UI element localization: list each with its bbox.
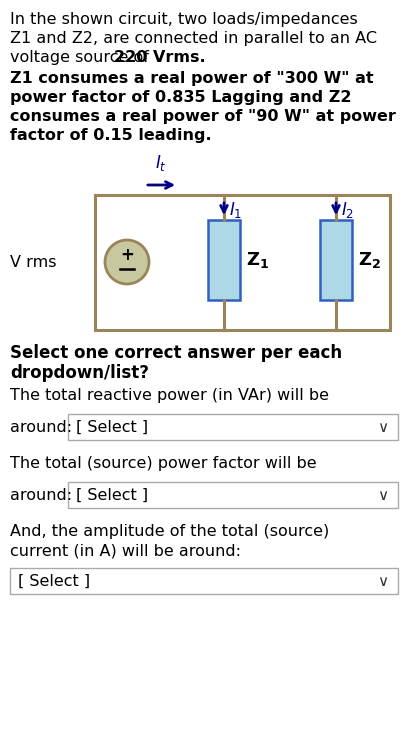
Text: 220 Vrms.: 220 Vrms. bbox=[114, 50, 205, 65]
Text: dropdown/list?: dropdown/list? bbox=[10, 364, 149, 382]
Text: [ Select ]: [ Select ] bbox=[18, 574, 90, 589]
Text: $I_1$: $I_1$ bbox=[229, 200, 242, 220]
Text: factor of 0.15 leading.: factor of 0.15 leading. bbox=[10, 128, 212, 143]
Text: around:: around: bbox=[10, 488, 72, 503]
Text: V rms: V rms bbox=[10, 254, 57, 269]
Bar bbox=[95, 195, 390, 330]
Bar bbox=[320, 220, 352, 300]
Text: voltage source of: voltage source of bbox=[10, 50, 154, 65]
Bar bbox=[68, 482, 398, 508]
Text: $\mathbf{Z_1}$: $\mathbf{Z_1}$ bbox=[246, 250, 269, 270]
Text: $I_2$: $I_2$ bbox=[341, 200, 354, 220]
Text: around:: around: bbox=[10, 420, 72, 435]
Text: [ Select ]: [ Select ] bbox=[76, 420, 148, 435]
Text: ∨: ∨ bbox=[377, 574, 389, 589]
Text: Select one correct answer per each: Select one correct answer per each bbox=[10, 344, 342, 362]
Text: The total reactive power (in VAr) will be: The total reactive power (in VAr) will b… bbox=[10, 388, 329, 403]
Text: Z1 consumes a real power of "300 W" at: Z1 consumes a real power of "300 W" at bbox=[10, 71, 374, 86]
Text: Z1 and Z2, are connected in parallel to an AC: Z1 and Z2, are connected in parallel to … bbox=[10, 31, 377, 46]
Text: current (in A) will be around:: current (in A) will be around: bbox=[10, 544, 241, 559]
Text: ∨: ∨ bbox=[377, 420, 389, 435]
Bar bbox=[10, 568, 398, 594]
Text: [ Select ]: [ Select ] bbox=[76, 488, 148, 503]
Bar bbox=[208, 220, 240, 300]
Text: +: + bbox=[120, 246, 134, 264]
Text: And, the amplitude of the total (source): And, the amplitude of the total (source) bbox=[10, 524, 329, 539]
Text: power factor of 0.835 Lagging and Z2: power factor of 0.835 Lagging and Z2 bbox=[10, 90, 352, 105]
Circle shape bbox=[105, 240, 149, 284]
Bar bbox=[68, 414, 398, 440]
Text: $I_t$: $I_t$ bbox=[155, 153, 167, 173]
Text: In the shown circuit, two loads/impedances: In the shown circuit, two loads/impedanc… bbox=[10, 12, 358, 27]
Text: consumes a real power of "90 W" at power: consumes a real power of "90 W" at power bbox=[10, 109, 396, 124]
Text: The total (source) power factor will be: The total (source) power factor will be bbox=[10, 456, 317, 471]
Text: ∨: ∨ bbox=[377, 488, 389, 503]
Text: $\mathbf{Z_2}$: $\mathbf{Z_2}$ bbox=[358, 250, 381, 270]
